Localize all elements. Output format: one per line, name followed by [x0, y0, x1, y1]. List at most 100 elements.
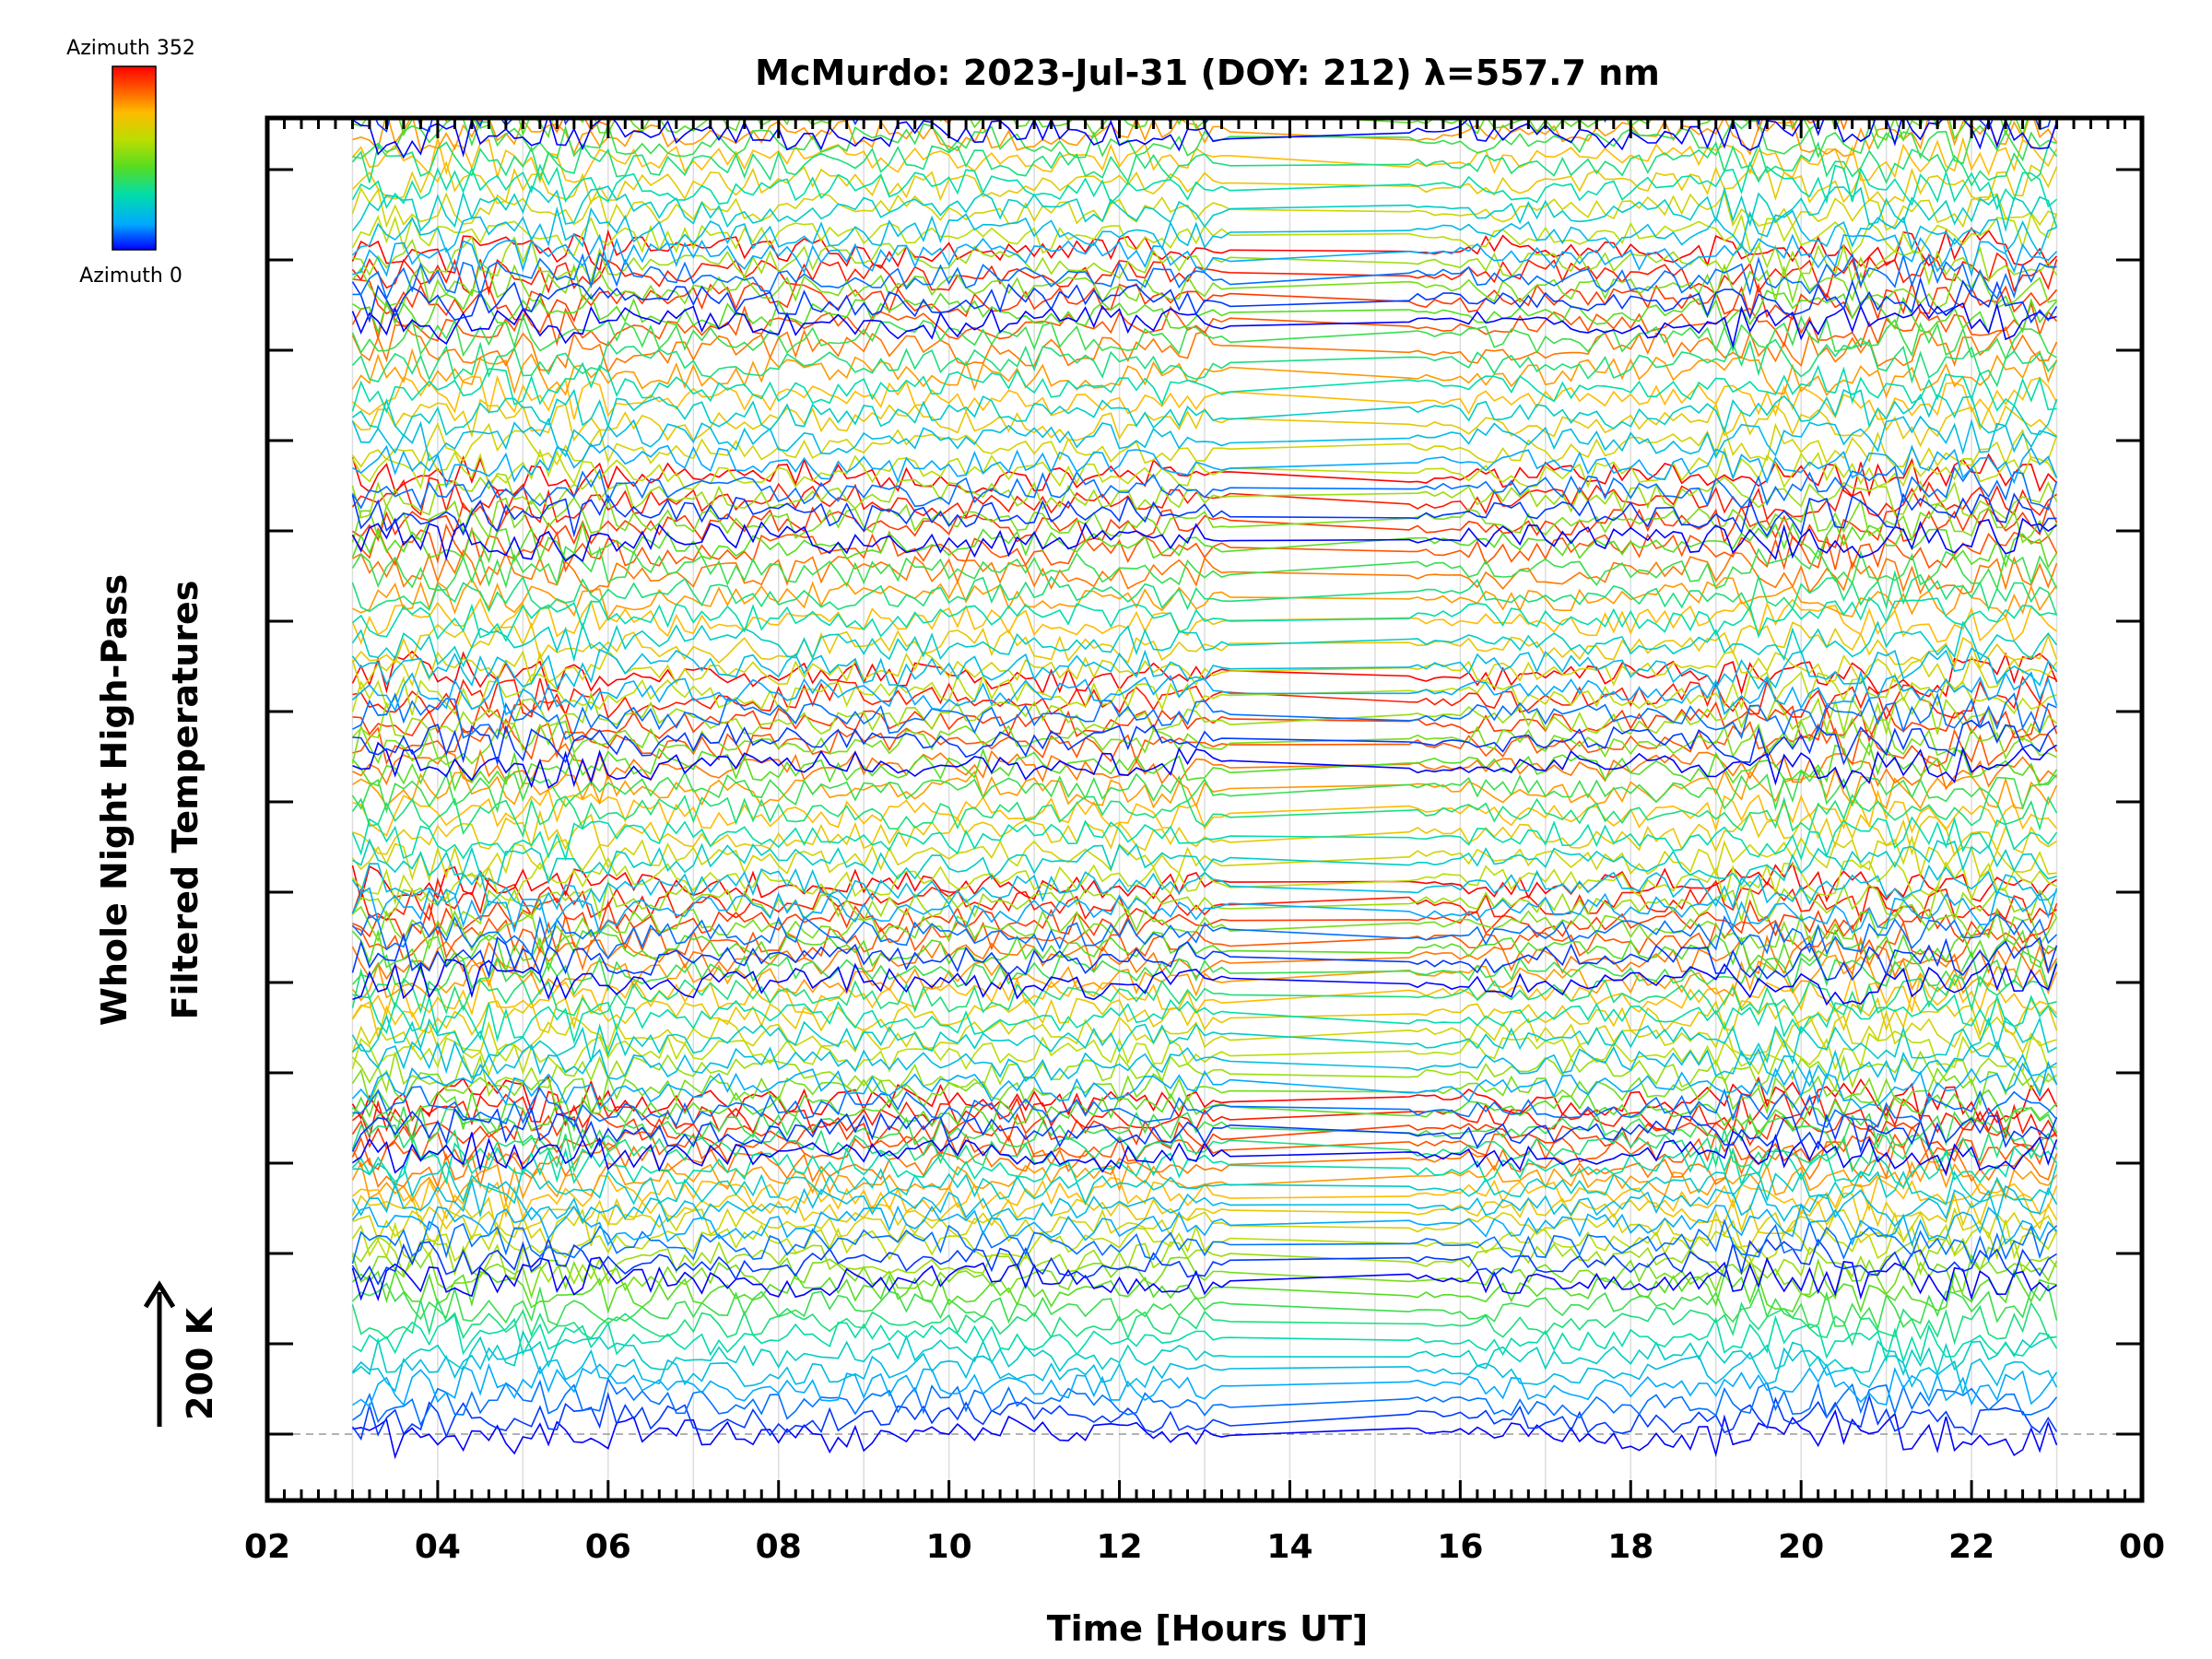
azimuth-trace — [351, 477, 2057, 524]
azimuth-trace — [352, 278, 2058, 324]
y-axis-label: Whole Night High-Pass Filtered Temperatu… — [94, 574, 206, 1026]
colorbar: Azimuth 352 Azimuth 0 — [66, 37, 195, 288]
azimuth-trace — [352, 743, 2057, 791]
azimuth-trace — [351, 1218, 2058, 1265]
azimuth-trace — [351, 903, 2058, 952]
azimuth-trace — [351, 252, 2058, 300]
azimuth-trace — [351, 136, 2058, 184]
azimuth-trace — [351, 1141, 2058, 1190]
azimuth-trace — [351, 1256, 2057, 1302]
azimuth-trace — [351, 1030, 2057, 1077]
colorbar-gradient — [112, 65, 157, 251]
azimuth-trace — [351, 620, 2058, 668]
azimuth-trace — [353, 0, 2057, 29]
azimuth-trace — [353, 0, 2057, 27]
azimuth-trace — [351, 1347, 2058, 1397]
azimuth-trace — [351, 1013, 2057, 1065]
azimuth-trace — [351, 949, 2058, 996]
azimuth-trace — [351, 596, 2057, 642]
azimuth-trace — [351, 1391, 2058, 1441]
azimuth-trace — [351, 492, 2057, 538]
azimuth-trace — [351, 879, 2058, 928]
azimuth-trace — [351, 520, 2058, 570]
scale-bar-label: 200 K — [180, 1306, 220, 1420]
azimuth-trace — [351, 670, 2058, 716]
y-axis-label-line1: Whole Night High-Pass — [94, 574, 135, 1026]
azimuth-trace — [352, 675, 2057, 722]
azimuth-trace — [352, 1362, 2058, 1408]
x-axis-label: Time [Hours UT] — [1047, 1608, 1369, 1649]
temperature-traces — [351, 0, 2058, 1460]
azimuth-trace — [351, 1060, 2058, 1111]
azimuth-trace — [352, 700, 2058, 744]
azimuth-trace — [351, 1160, 2058, 1205]
azimuth-trace — [351, 361, 2057, 414]
azimuth-trace — [351, 276, 2058, 324]
chart-title: McMurdo: 2023-Jul-31 (DOY: 212) λ=557.7 … — [755, 53, 1660, 93]
colorbar-bottom-label: Azimuth 0 — [79, 265, 182, 288]
azimuth-trace — [352, 1408, 2058, 1460]
azimuth-trace — [351, 1106, 2058, 1154]
azimuth-trace — [351, 928, 2057, 974]
azimuth-trace — [353, 9, 2057, 55]
azimuth-trace — [351, 1174, 2058, 1220]
azimuth-trace — [351, 932, 2058, 982]
x-tick-labels: 02 04 06 08 10 12 14 16 18 20 22 00 — [244, 1528, 2165, 1566]
azimuth-trace — [351, 887, 2058, 935]
x-tick-label: 16 — [1437, 1528, 1483, 1566]
azimuth-trace — [351, 465, 2058, 511]
azimuth-trace — [351, 446, 2058, 490]
azimuth-trace — [351, 338, 2058, 388]
azimuth-trace — [351, 421, 2058, 468]
x-tick-label: 04 — [415, 1528, 461, 1566]
azimuth-trace — [351, 1040, 2057, 1088]
azimuth-trace — [351, 206, 2057, 256]
azimuth-trace — [351, 968, 2057, 1017]
x-tick-label: 08 — [756, 1528, 802, 1566]
azimuth-trace — [352, 838, 2057, 886]
azimuth-trace — [352, 388, 2058, 438]
azimuth-trace — [351, 1329, 2057, 1377]
azimuth-trace — [351, 299, 2058, 349]
x-tick-label: 10 — [926, 1528, 972, 1566]
azimuth-trace — [351, 301, 2057, 349]
azimuth-trace — [351, 184, 2058, 233]
azimuth-trace — [353, 0, 2057, 29]
azimuth-trace — [351, 740, 2058, 793]
y-axis-label-line2: Filtered Temperatures — [165, 581, 206, 1020]
axis-ticks — [265, 118, 2144, 1500]
x-tick-label: 18 — [1607, 1528, 1653, 1566]
azimuth-trace — [352, 1086, 2058, 1129]
azimuth-trace — [352, 501, 2058, 549]
azimuth-trace — [351, 863, 2058, 911]
azimuth-trace — [353, 6, 2057, 50]
azimuth-trace — [351, 1178, 2058, 1228]
azimuth-trace — [351, 816, 2058, 862]
azimuth-trace — [351, 570, 2058, 616]
x-tick-label: 02 — [244, 1528, 290, 1566]
azimuth-trace — [351, 691, 2058, 743]
azimuth-trace — [352, 741, 2057, 790]
azimuth-trace — [352, 719, 2058, 766]
azimuth-trace — [351, 398, 2058, 448]
azimuth-trace — [351, 1009, 2057, 1059]
azimuth-trace — [351, 992, 2058, 1041]
azimuth-trace — [351, 141, 2058, 187]
azimuth-trace — [352, 959, 2058, 1006]
azimuth-trace — [351, 227, 2058, 274]
azimuth-trace — [352, 1160, 2058, 1206]
azimuth-trace — [352, 548, 2058, 595]
azimuth-trace — [352, 442, 2058, 489]
azimuth-trace — [353, 0, 2057, 3]
azimuth-trace — [351, 517, 2057, 562]
x-tick-label: 14 — [1266, 1528, 1312, 1566]
colorbar-top-label: Azimuth 352 — [66, 37, 195, 60]
azimuth-trace — [351, 212, 2058, 256]
x-tick-label: 22 — [1948, 1528, 1994, 1566]
azimuth-trace — [351, 671, 2057, 716]
scale-bar: 200 K — [143, 1280, 220, 1427]
azimuth-trace — [351, 473, 2058, 520]
azimuth-trace — [351, 495, 2058, 544]
azimuth-trace — [352, 233, 2058, 277]
